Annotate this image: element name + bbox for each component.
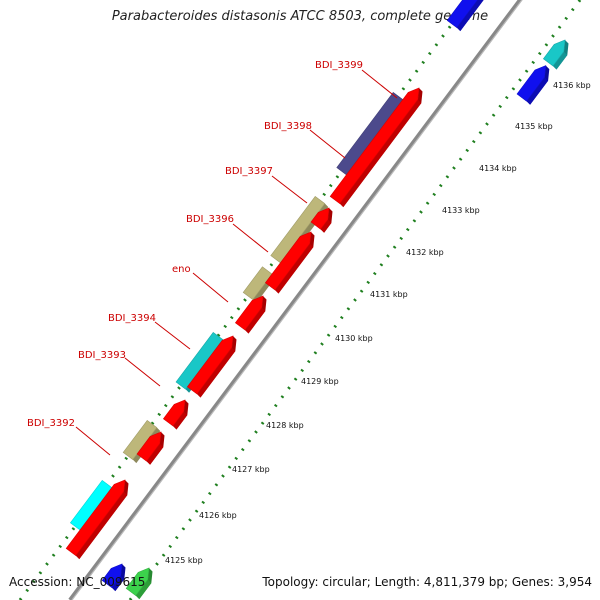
summary-text: Topology: circular; Length: 4,811,379 bp…: [262, 575, 592, 589]
leader-line: [154, 321, 191, 350]
tick-layer: 4125 kbp 4126 kbp 4127 kbp 4128 kbp 4129 kbp…: [18, 0, 591, 600]
leader-line: [232, 223, 269, 253]
leader-line: [361, 69, 398, 99]
backbone-layer: [68, 0, 523, 600]
tick-label: 4133 kbp: [442, 206, 480, 215]
gene-bdi-3392[interactable]: [65, 479, 129, 560]
tick-label: 4125 kbp: [165, 556, 203, 565]
gene-label[interactable]: BDI_3396: [186, 214, 234, 225]
tick-label: 4127 kbp: [232, 465, 270, 474]
leader-line: [192, 272, 229, 303]
gene-bdi-3393[interactable]: [136, 431, 165, 465]
tick-label: 4130 kbp: [335, 334, 373, 343]
gene-label[interactable]: BDI_3393: [78, 350, 126, 361]
leader-line: [124, 357, 161, 387]
gene-bdi-3398[interactable]: [310, 207, 333, 233]
gene-label[interactable]: BDI_3394: [108, 313, 156, 324]
accession-text: Accession: NC_009615: [9, 575, 146, 589]
tick-label: 4128 kbp: [266, 421, 304, 430]
gene-label[interactable]: eno: [172, 264, 191, 275]
gene-bottom-blue[interactable]: [101, 563, 126, 592]
gene-eno[interactable]: [186, 335, 237, 398]
lower-tick-line: [128, 0, 582, 600]
tick-label: 4126 kbp: [199, 511, 237, 520]
gene-top-blue[interactable]: [446, 0, 491, 32]
tick-label: 4131 kbp: [370, 290, 408, 299]
backbone-highlight: [71, 0, 523, 600]
leader-line: [75, 426, 111, 456]
gene-right-cyan[interactable]: [542, 39, 569, 70]
gene-bdi-3394a[interactable]: [162, 399, 189, 430]
backbone-line: [68, 0, 523, 600]
gene-bdi-3399[interactable]: [329, 87, 423, 208]
leader-line: [309, 129, 346, 159]
tick-label: 4129 kbp: [301, 377, 339, 386]
gene-bdi-3397[interactable]: [264, 231, 315, 294]
gene-layer[interactable]: [65, 0, 569, 600]
gene-right-blue[interactable]: [516, 65, 550, 105]
upper-tick-line: [18, 0, 472, 600]
gene-bottom-green[interactable]: [125, 567, 153, 600]
gene-label[interactable]: BDI_3392: [27, 418, 75, 429]
tick-label: 4135 kbp: [515, 122, 553, 131]
gene-label[interactable]: BDI_3399: [315, 60, 363, 71]
gene-bdi-3396[interactable]: [234, 295, 267, 334]
genome-title: Parabacteroides distasonis ATCC 8503, co…: [111, 9, 489, 24]
gene-label[interactable]: BDI_3398: [264, 121, 312, 132]
tick-label: 4132 kbp: [406, 248, 444, 257]
tick-label: 4136 kbp: [553, 81, 591, 90]
gene-label[interactable]: BDI_3397: [225, 166, 273, 177]
label-layer: BDI_3392 BDI_3393 BDI_3394 eno BDI_3396 BDI_3…: [27, 60, 398, 456]
tick-label: 4134 kbp: [479, 164, 517, 173]
leader-line: [271, 175, 308, 204]
